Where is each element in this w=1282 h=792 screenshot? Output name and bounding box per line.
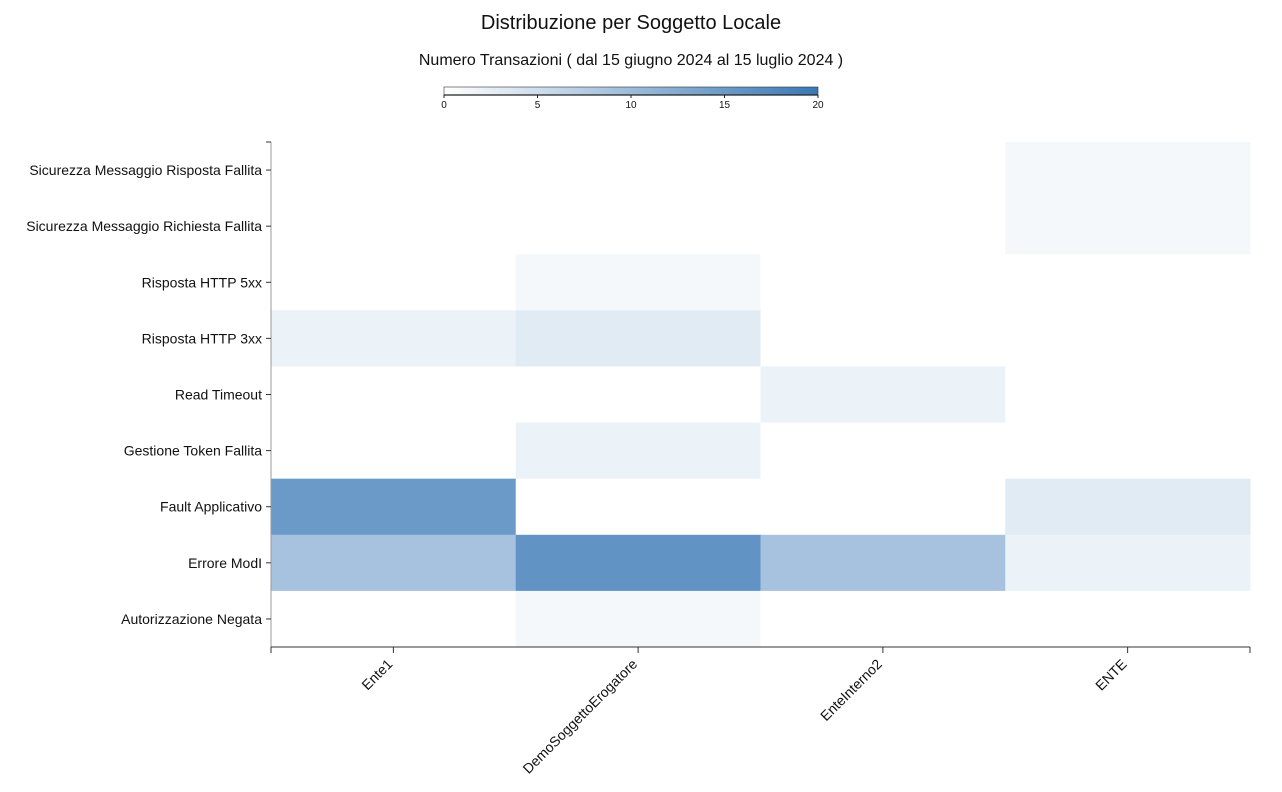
color-legend-tick-label: 0 <box>441 100 447 111</box>
y-tick-label: Read Timeout <box>175 387 262 403</box>
x-tick-label: DemoSoggettoErogatore <box>519 656 640 777</box>
color-legend-bar <box>443 86 819 96</box>
heatmap-cell <box>515 534 761 592</box>
heatmap-cell <box>760 254 1006 311</box>
color-legend: 0 5 10 15 20 <box>441 86 824 111</box>
heatmap-cell <box>1005 198 1251 255</box>
heatmap-cell <box>760 366 1006 424</box>
color-legend-tick-label: 20 <box>812 100 824 111</box>
color-legend-tick-label: 10 <box>625 100 637 111</box>
heatmap-cell <box>1005 310 1251 367</box>
heatmap-cell <box>271 478 517 536</box>
heatmap-cell <box>271 310 517 367</box>
heatmap-cell <box>515 142 761 199</box>
heatmap-cell <box>760 534 1006 592</box>
heatmap-cell <box>515 478 761 536</box>
heatmap-cell <box>515 366 761 424</box>
heatmap-cell <box>271 422 517 480</box>
heatmap-cell <box>760 142 1006 199</box>
chart-subtitle: Numero Transazioni ( dal 15 giugno 2024 … <box>418 52 844 69</box>
heatmap-cell <box>271 254 517 311</box>
heatmap-cell <box>271 198 517 255</box>
heatmap-cell <box>271 534 517 592</box>
heatmap-cell <box>760 422 1006 480</box>
heatmap-cell <box>1005 478 1251 536</box>
y-tick-label: Sicurezza Messaggio Risposta Fallita <box>29 162 262 178</box>
heatmap-cell <box>760 478 1006 536</box>
heatmap-cell <box>760 310 1006 367</box>
y-tick-label: Fault Applicativo <box>160 499 262 515</box>
heatmap-cell <box>1005 590 1251 648</box>
chart-title: Distribuzione per Soggetto Locale <box>480 12 782 34</box>
heatmap-cell <box>1005 366 1251 424</box>
y-tick-label: Errore ModI <box>188 555 262 571</box>
y-tick-label: Risposta HTTP 5xx <box>142 274 262 290</box>
x-tick-label: ENTE <box>1092 656 1130 694</box>
color-legend-tick-label: 5 <box>535 100 541 111</box>
color-legend-tick-label: 15 <box>719 100 731 111</box>
heatmap-cell <box>760 198 1006 255</box>
y-axis: Sicurezza Messaggio Risposta Fallita Sicu… <box>26 141 272 647</box>
heatmap-cell <box>515 310 761 367</box>
x-tick-label: EnteInterno2 <box>817 656 885 724</box>
heatmap-cell <box>1005 142 1251 199</box>
heatmap-cell <box>271 366 517 424</box>
heatmap-cell <box>760 590 1006 648</box>
y-tick-label: Risposta HTTP 3xx <box>142 330 262 346</box>
y-tick-label: Gestione Token Fallita <box>124 443 262 459</box>
y-tick-label: Sicurezza Messaggio Richiesta Fallita <box>26 218 262 234</box>
heatmap-cell <box>1005 254 1251 311</box>
heatmap-cell <box>515 254 761 311</box>
x-tick-label: Ente1 <box>358 656 395 693</box>
heatmap-cell <box>1005 534 1251 592</box>
heatmap-cells <box>271 142 1251 648</box>
heatmap-cell <box>1005 422 1251 480</box>
x-axis: Ente1 DemoSoggettoErogatore EnteInterno2 EN… <box>270 646 1251 777</box>
heatmap-cell <box>515 198 761 255</box>
heatmap-cell <box>515 422 761 480</box>
heatmap-cell <box>271 142 517 199</box>
heatmap-cell <box>271 590 517 648</box>
heatmap-cell <box>515 590 761 648</box>
y-tick-label: Autorizzazione Negata <box>121 611 262 627</box>
